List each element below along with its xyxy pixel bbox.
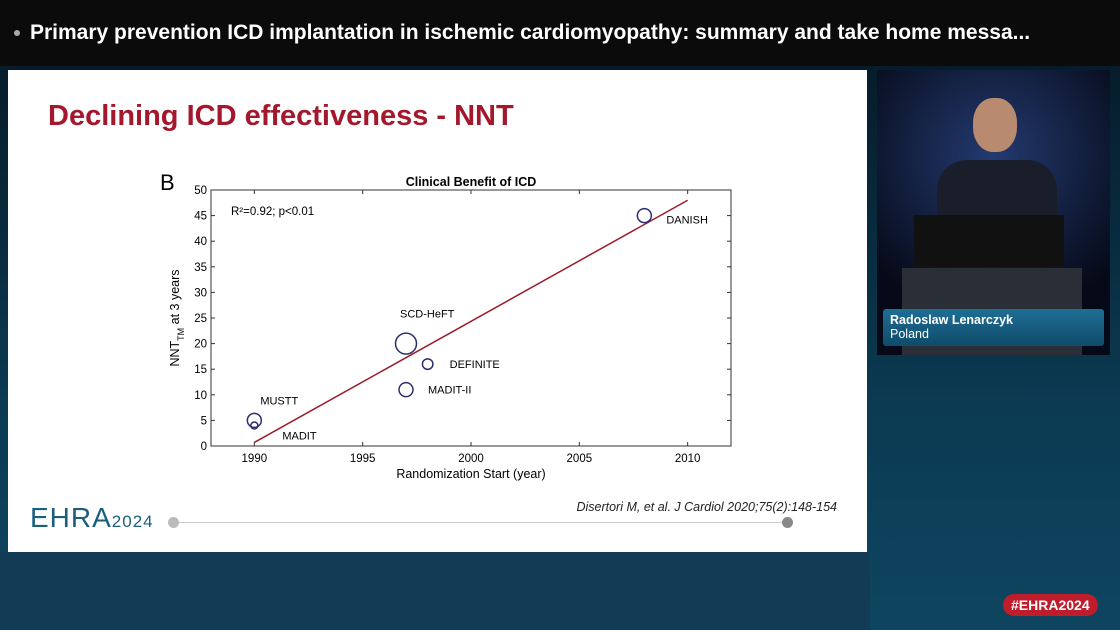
point-label: DANISH: [666, 215, 708, 227]
y-axis-label: NNTTM at 3 years: [168, 269, 186, 366]
x-tick-label: 1995: [350, 453, 376, 465]
y-tick-label: 15: [194, 364, 207, 376]
data-point: [394, 332, 418, 355]
logo-text: EHRA: [30, 502, 112, 533]
logo-year: 2024: [111, 512, 154, 531]
fit-annotation: R²=0.92; p<0.01: [231, 206, 314, 218]
point-label: DEFINITE: [450, 359, 500, 371]
y-tick-label: 45: [194, 211, 207, 223]
data-point: [398, 381, 414, 398]
y-tick-label: 25: [194, 313, 207, 325]
fit-line: [253, 199, 689, 444]
speaker-video: [877, 70, 1110, 355]
plot-frame: [210, 189, 732, 447]
citation: Disertori M, et al. J Cardiol 2020;75(2)…: [576, 500, 837, 514]
slide-title: Declining ICD effectiveness - NNT: [48, 100, 514, 132]
x-tick-label: 1990: [242, 453, 268, 465]
y-tick-label: 5: [201, 415, 207, 427]
point-label: SCD-HeFT: [400, 309, 455, 321]
data-point: [421, 358, 434, 371]
divider-dot: [782, 517, 793, 528]
title-bar: Primary prevention ICD implantation in i…: [0, 0, 1120, 66]
panel-label: B: [160, 170, 175, 195]
y-tick-label: 30: [194, 287, 207, 299]
hashtag-badge: #EHRA2024: [1003, 594, 1098, 616]
data-point: [250, 421, 259, 430]
decorative-band: [0, 552, 870, 630]
dot-icon: [14, 30, 20, 36]
session-title: Primary prevention ICD implantation in i…: [30, 21, 1031, 44]
chart-title: Clinical Benefit of ICD: [406, 175, 537, 189]
ehra-logo: EHRA2024: [30, 502, 154, 534]
data-point: [246, 412, 263, 429]
x-tick-label: 2000: [458, 453, 484, 465]
y-tick-label: 40: [194, 236, 207, 248]
y-tick-label: 20: [194, 339, 207, 351]
divider-dot: [168, 517, 179, 528]
y-tick-label: 35: [194, 262, 207, 274]
x-tick-label: 2005: [567, 453, 593, 465]
y-tick-label: 50: [194, 185, 207, 197]
data-point: [636, 207, 653, 224]
y-tick-label: 10: [194, 390, 207, 402]
y-tick-label: 0: [201, 441, 207, 453]
x-tick-label: 2010: [675, 453, 701, 465]
point-label: MADIT-II: [428, 385, 471, 397]
point-label: MADIT: [282, 431, 317, 443]
point-label: MUSTT: [260, 395, 298, 407]
slide: Declining ICD effectiveness - NNT B Clini…: [8, 70, 867, 552]
x-axis-label: Randomization Start (year): [396, 467, 545, 481]
speaker-nameplate: Radoslaw Lenarczyk Poland: [883, 309, 1104, 346]
speaker-head: [973, 98, 1017, 152]
monitor: [914, 215, 1064, 267]
divider: [173, 522, 788, 523]
speaker-country: Poland: [890, 327, 929, 341]
speaker-name: Radoslaw Lenarczyk: [890, 313, 1013, 327]
